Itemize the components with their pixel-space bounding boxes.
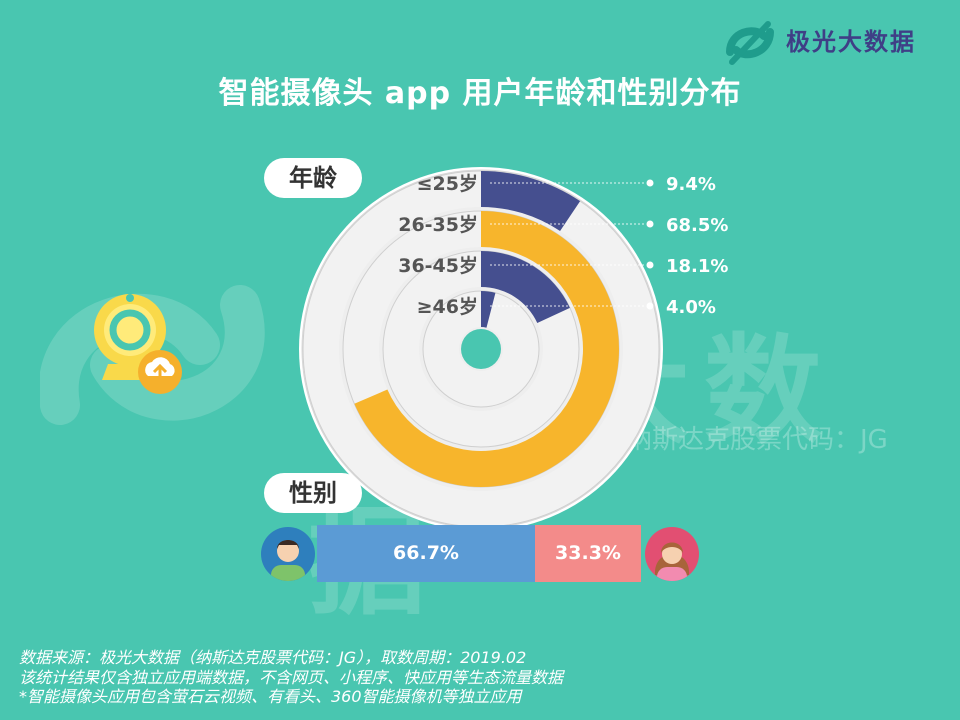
donut-category-label: ≥46岁 [417,295,478,318]
donut-segment [481,251,570,323]
female-avatar-icon [645,527,699,581]
page-title: 智能摄像头 app 用户年龄和性别分布 [218,76,742,111]
donut-center-hole [461,329,501,369]
donut-segment [481,291,496,328]
male-share-bar: 66.7% [317,525,535,582]
age-section-label: 年龄 [264,158,362,198]
app-note: *智能摄像头应用包含萤石云视频、有看头、360智能摄像机等独立应用 [19,687,522,706]
watermark-subtext: 纳斯达克股票代码：JG [626,425,888,455]
gender-section-label: 性别 [264,473,362,513]
footnotes: 数据来源：极光大数据（纳斯达克股票代码：JG），取数周期：2019.02 该统计… [19,648,563,707]
brand-logo [726,21,774,65]
leader-dot [646,179,654,187]
donut-value-label: 18.1% [666,256,728,277]
smart-camera-icon [94,294,182,394]
male-avatar-icon [261,527,315,581]
donut-value-label: 4.0% [666,297,716,318]
female-share-label: 33.3% [555,542,621,564]
donut-value-label: 68.5% [666,215,728,236]
donut-category-label: ≤25岁 [417,172,478,195]
scope-note: 该统计结果仅含独立应用端数据，不含网页、小程序、快应用等生态流量数据 [19,667,564,687]
leader-dot [646,261,654,269]
female-share-bar: 33.3% [535,525,641,582]
leader-dot [646,302,654,310]
source-note: 数据来源：极光大数据（纳斯达克股票代码：JG），取数周期：2019.02 [19,648,527,667]
donut-category-label: 26-35岁 [398,213,478,236]
donut-value-label: 9.4% [666,174,716,195]
brand-mark-icon [726,21,774,65]
leader-dot [646,220,654,228]
donut-segment [481,171,581,232]
donut-category-label: 36-45岁 [398,254,478,277]
brand-name: 极光大数据 [786,28,916,56]
male-share-label: 66.7% [393,542,459,564]
